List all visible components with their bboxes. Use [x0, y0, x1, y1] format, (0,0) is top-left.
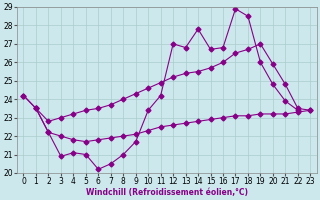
X-axis label: Windchill (Refroidissement éolien,°C): Windchill (Refroidissement éolien,°C): [86, 188, 248, 197]
